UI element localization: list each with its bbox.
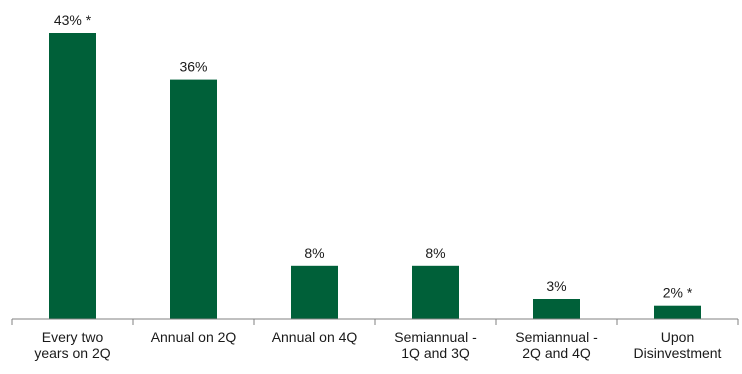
x-tick-label-line: Upon: [661, 329, 694, 345]
x-tick-label-line: years on 2Q: [34, 345, 110, 361]
x-tick-label-line: Annual on 4Q: [272, 329, 358, 345]
data-label-3: 8%: [304, 245, 324, 261]
x-tick-label-line: Disinvestment: [634, 345, 722, 361]
bar-5: [533, 299, 580, 319]
x-tick-label-6: Upon Disinvestment: [634, 329, 722, 361]
bar-3: [291, 265, 338, 319]
bar-1: [49, 33, 96, 319]
bars-group: [49, 33, 701, 319]
bar-2: [170, 79, 217, 319]
bar-6: [654, 305, 701, 319]
x-tick-label-4: Semiannual -1Q and 3Q: [394, 329, 477, 361]
x-tick-label-1: Every two years on 2Q: [34, 329, 110, 361]
data-labels-group: 43% * 36% 8% 8% 3% 2% *: [54, 12, 693, 301]
data-label-2: 36%: [179, 59, 207, 75]
bar-4: [412, 265, 459, 319]
x-tick-label-line: Every two: [42, 329, 104, 345]
x-tick-label-line: Annual on 2Q: [151, 329, 237, 345]
x-tick-label-line: 1Q and 3Q: [401, 345, 470, 361]
x-axis-tick-labels: Every two years on 2Q Annual on 2Q Annual o…: [34, 329, 721, 361]
data-label-5: 3%: [546, 278, 566, 294]
x-tick-label-line: Semiannual -: [394, 329, 477, 345]
x-tick-label-2: Annual on 2Q: [151, 329, 237, 345]
data-label-4: 8%: [425, 245, 445, 261]
x-tick-label-line: 2Q and 4Q: [522, 345, 591, 361]
x-tick-label-3: Annual on 4Q: [272, 329, 358, 345]
x-tick-label-5: Semiannual -2Q and 4Q: [515, 329, 598, 361]
data-label-6: 2% *: [663, 285, 693, 301]
x-tick-label-line: Semiannual -: [515, 329, 598, 345]
data-label-1: 43% *: [54, 12, 92, 28]
x-axis-ticks: [11, 319, 739, 325]
